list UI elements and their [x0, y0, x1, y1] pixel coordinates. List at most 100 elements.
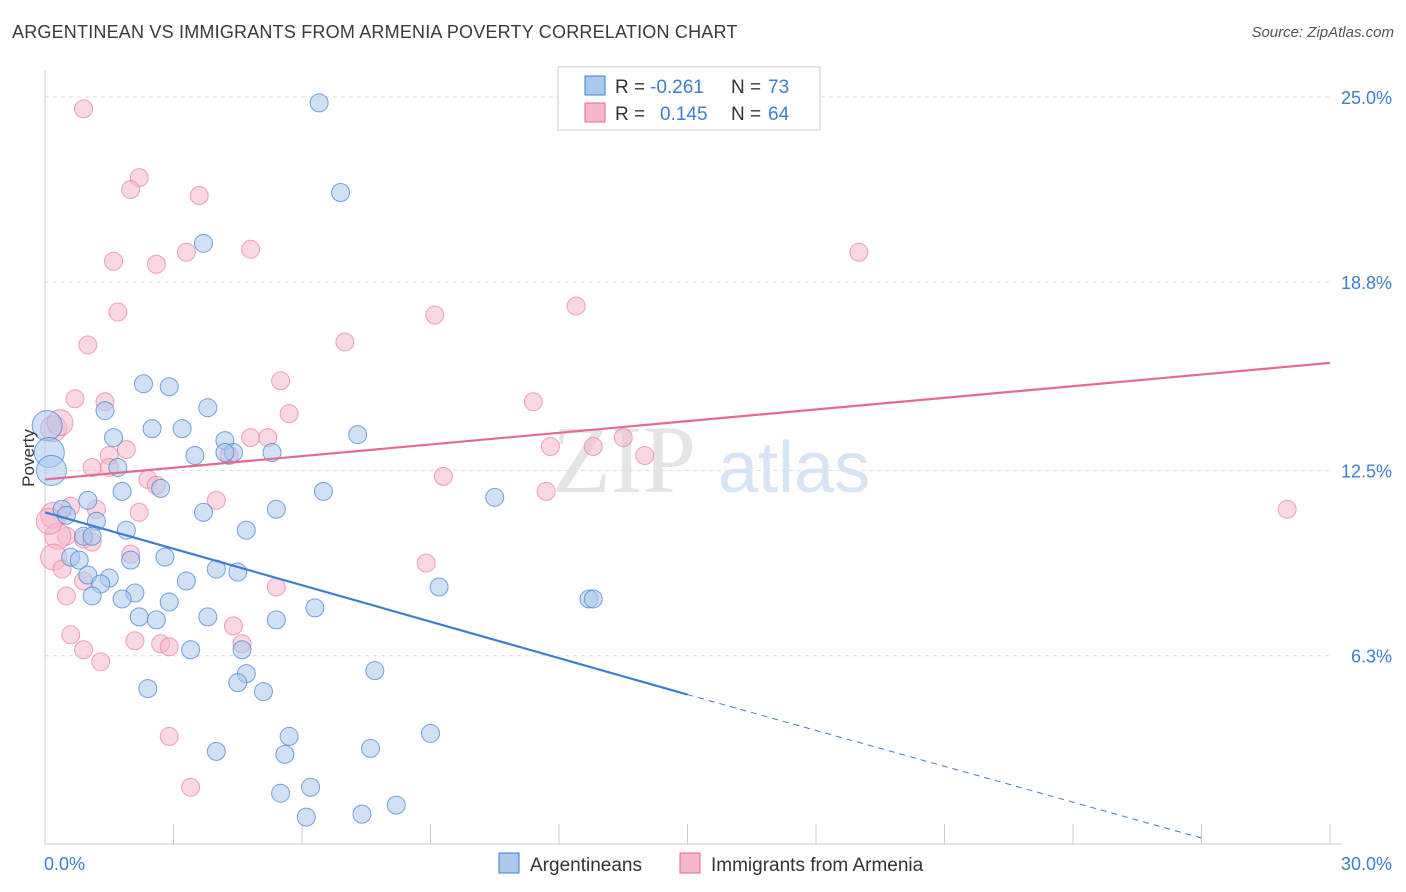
point-argentinean-32	[121, 550, 141, 570]
point-armenia-4	[104, 251, 124, 271]
point-armenia-54	[125, 631, 145, 651]
point-armenia-12	[78, 335, 98, 355]
point-armenia-59	[91, 652, 111, 672]
legend-n-value-2: 64	[768, 104, 790, 125]
point-armenia-6	[146, 254, 166, 274]
y-tick-label-1: 12.5%	[1341, 461, 1392, 481]
point-argentinean-52	[181, 640, 201, 660]
legend-swatch-argentineans	[584, 75, 606, 96]
point-armenia-0	[74, 99, 94, 119]
point-armenia-10	[425, 305, 445, 325]
points-argentineans	[31, 93, 603, 827]
legend-n-value-1: 73	[768, 77, 789, 98]
point-argentinean-53	[232, 640, 252, 660]
legend-swatch-armenia	[584, 102, 606, 123]
point-argentinean-49	[146, 610, 166, 630]
chart-title: ARGENTINEAN VS IMMIGRANTS FROM ARMENIA P…	[12, 22, 738, 42]
trend-argentineans-extension	[687, 694, 1202, 839]
source-credit: Source: ZipAtlas.com	[1251, 24, 1394, 41]
point-argentinean-14	[185, 446, 205, 466]
point-armenia-57	[159, 637, 179, 657]
point-argentinean-51	[266, 610, 286, 630]
tick-labels: 6.3% 12.5% 18.8% 25.0% 0.0% 30.0%	[44, 88, 1392, 874]
point-argentinean-29	[82, 526, 102, 546]
point-argentinean-50	[198, 607, 218, 627]
point-armenia-34	[536, 481, 556, 501]
point-argentinean-2	[193, 233, 213, 253]
point-armenia-20	[241, 428, 261, 448]
legend-r-label-1: R =	[615, 77, 645, 98]
point-argentinean-3	[134, 374, 154, 394]
point-armenia-24	[540, 437, 560, 457]
point-armenia-17	[523, 392, 543, 412]
bottom-legend-swatch-armenia	[679, 852, 701, 874]
point-armenia-53	[61, 625, 81, 645]
point-armenia-58	[74, 640, 94, 660]
point-argentinean-60	[421, 723, 440, 743]
point-armenia-22	[613, 428, 633, 448]
point-armenia-7	[241, 239, 261, 259]
point-argentinean-23	[193, 502, 213, 522]
point-argentinean-45	[305, 598, 325, 618]
legend-n-label-1: N =	[731, 77, 761, 98]
point-armenia-25	[583, 437, 603, 457]
point-armenia-14	[271, 371, 291, 391]
watermark-atlas: atlas	[718, 428, 870, 508]
point-armenia-52	[223, 616, 243, 636]
point-argentinean-19	[485, 487, 505, 507]
legend-n-label-2: N =	[731, 104, 761, 125]
legend-r-value-1: -0.261	[650, 77, 704, 98]
point-argentinean-47	[583, 589, 603, 609]
y-tick-label-3: 25.0%	[1341, 88, 1392, 108]
point-argentinean-7	[142, 419, 162, 439]
point-argentinean-1	[331, 183, 351, 203]
point-argentinean-58	[253, 682, 273, 702]
point-armenia-27	[635, 446, 655, 466]
bottom-legend-argentineans: Argentineans	[530, 855, 642, 876]
correlation-legend: R = -0.261 N = 73 R = 0.145 N = 64	[557, 66, 821, 131]
point-argentinean-65	[271, 783, 291, 803]
point-armenia-38	[129, 502, 149, 522]
point-armenia-35	[206, 490, 226, 510]
point-armenia-5	[176, 242, 196, 262]
point-argentinean-6	[198, 398, 218, 418]
point-argentinean-9	[348, 425, 368, 445]
point-armenia-9	[108, 302, 128, 322]
watermark-zip: ZIP	[552, 406, 696, 513]
point-argentinean-0	[309, 93, 329, 113]
legend-r-value-2: 0.145	[660, 104, 708, 125]
point-argentinean-64	[301, 777, 321, 797]
point-argentinean-43	[112, 589, 132, 609]
y-tick-label-2: 18.8%	[1341, 273, 1392, 293]
axes	[44, 70, 1342, 845]
point-argentinean-5	[95, 401, 115, 421]
point-argentinean-8	[172, 419, 192, 439]
point-argentinean-62	[275, 744, 295, 764]
point-armenia-11	[566, 296, 586, 316]
point-argentinean-20	[78, 490, 98, 510]
trend-argentineans	[44, 511, 688, 696]
point-argentinean-72	[215, 443, 235, 463]
point-argentinean-59	[279, 726, 299, 746]
point-argentinean-24	[266, 499, 286, 519]
point-argentinean-44	[159, 592, 179, 612]
point-armenia-61	[181, 777, 201, 797]
x-tick-label-0: 0.0%	[44, 854, 85, 874]
y-tick-label-0: 6.3%	[1351, 647, 1392, 667]
point-armenia-23	[116, 440, 136, 460]
point-armenia-18	[279, 404, 299, 424]
point-argentinean-31	[69, 550, 89, 570]
point-armenia-15	[65, 389, 85, 409]
point-argentinean-67	[296, 807, 316, 827]
point-armenia-39	[1277, 499, 1297, 519]
point-argentinean-33	[155, 547, 175, 567]
point-argentinean-4	[159, 377, 179, 397]
point-argentinean-40	[429, 577, 449, 597]
x-tick-label-1: 30.0%	[1341, 854, 1392, 874]
point-armenia-8	[849, 242, 869, 262]
point-argentinean-54	[365, 661, 385, 681]
trend-armenia	[44, 361, 1331, 481]
point-argentinean-22	[56, 505, 76, 525]
point-argentinean-38	[176, 571, 196, 591]
